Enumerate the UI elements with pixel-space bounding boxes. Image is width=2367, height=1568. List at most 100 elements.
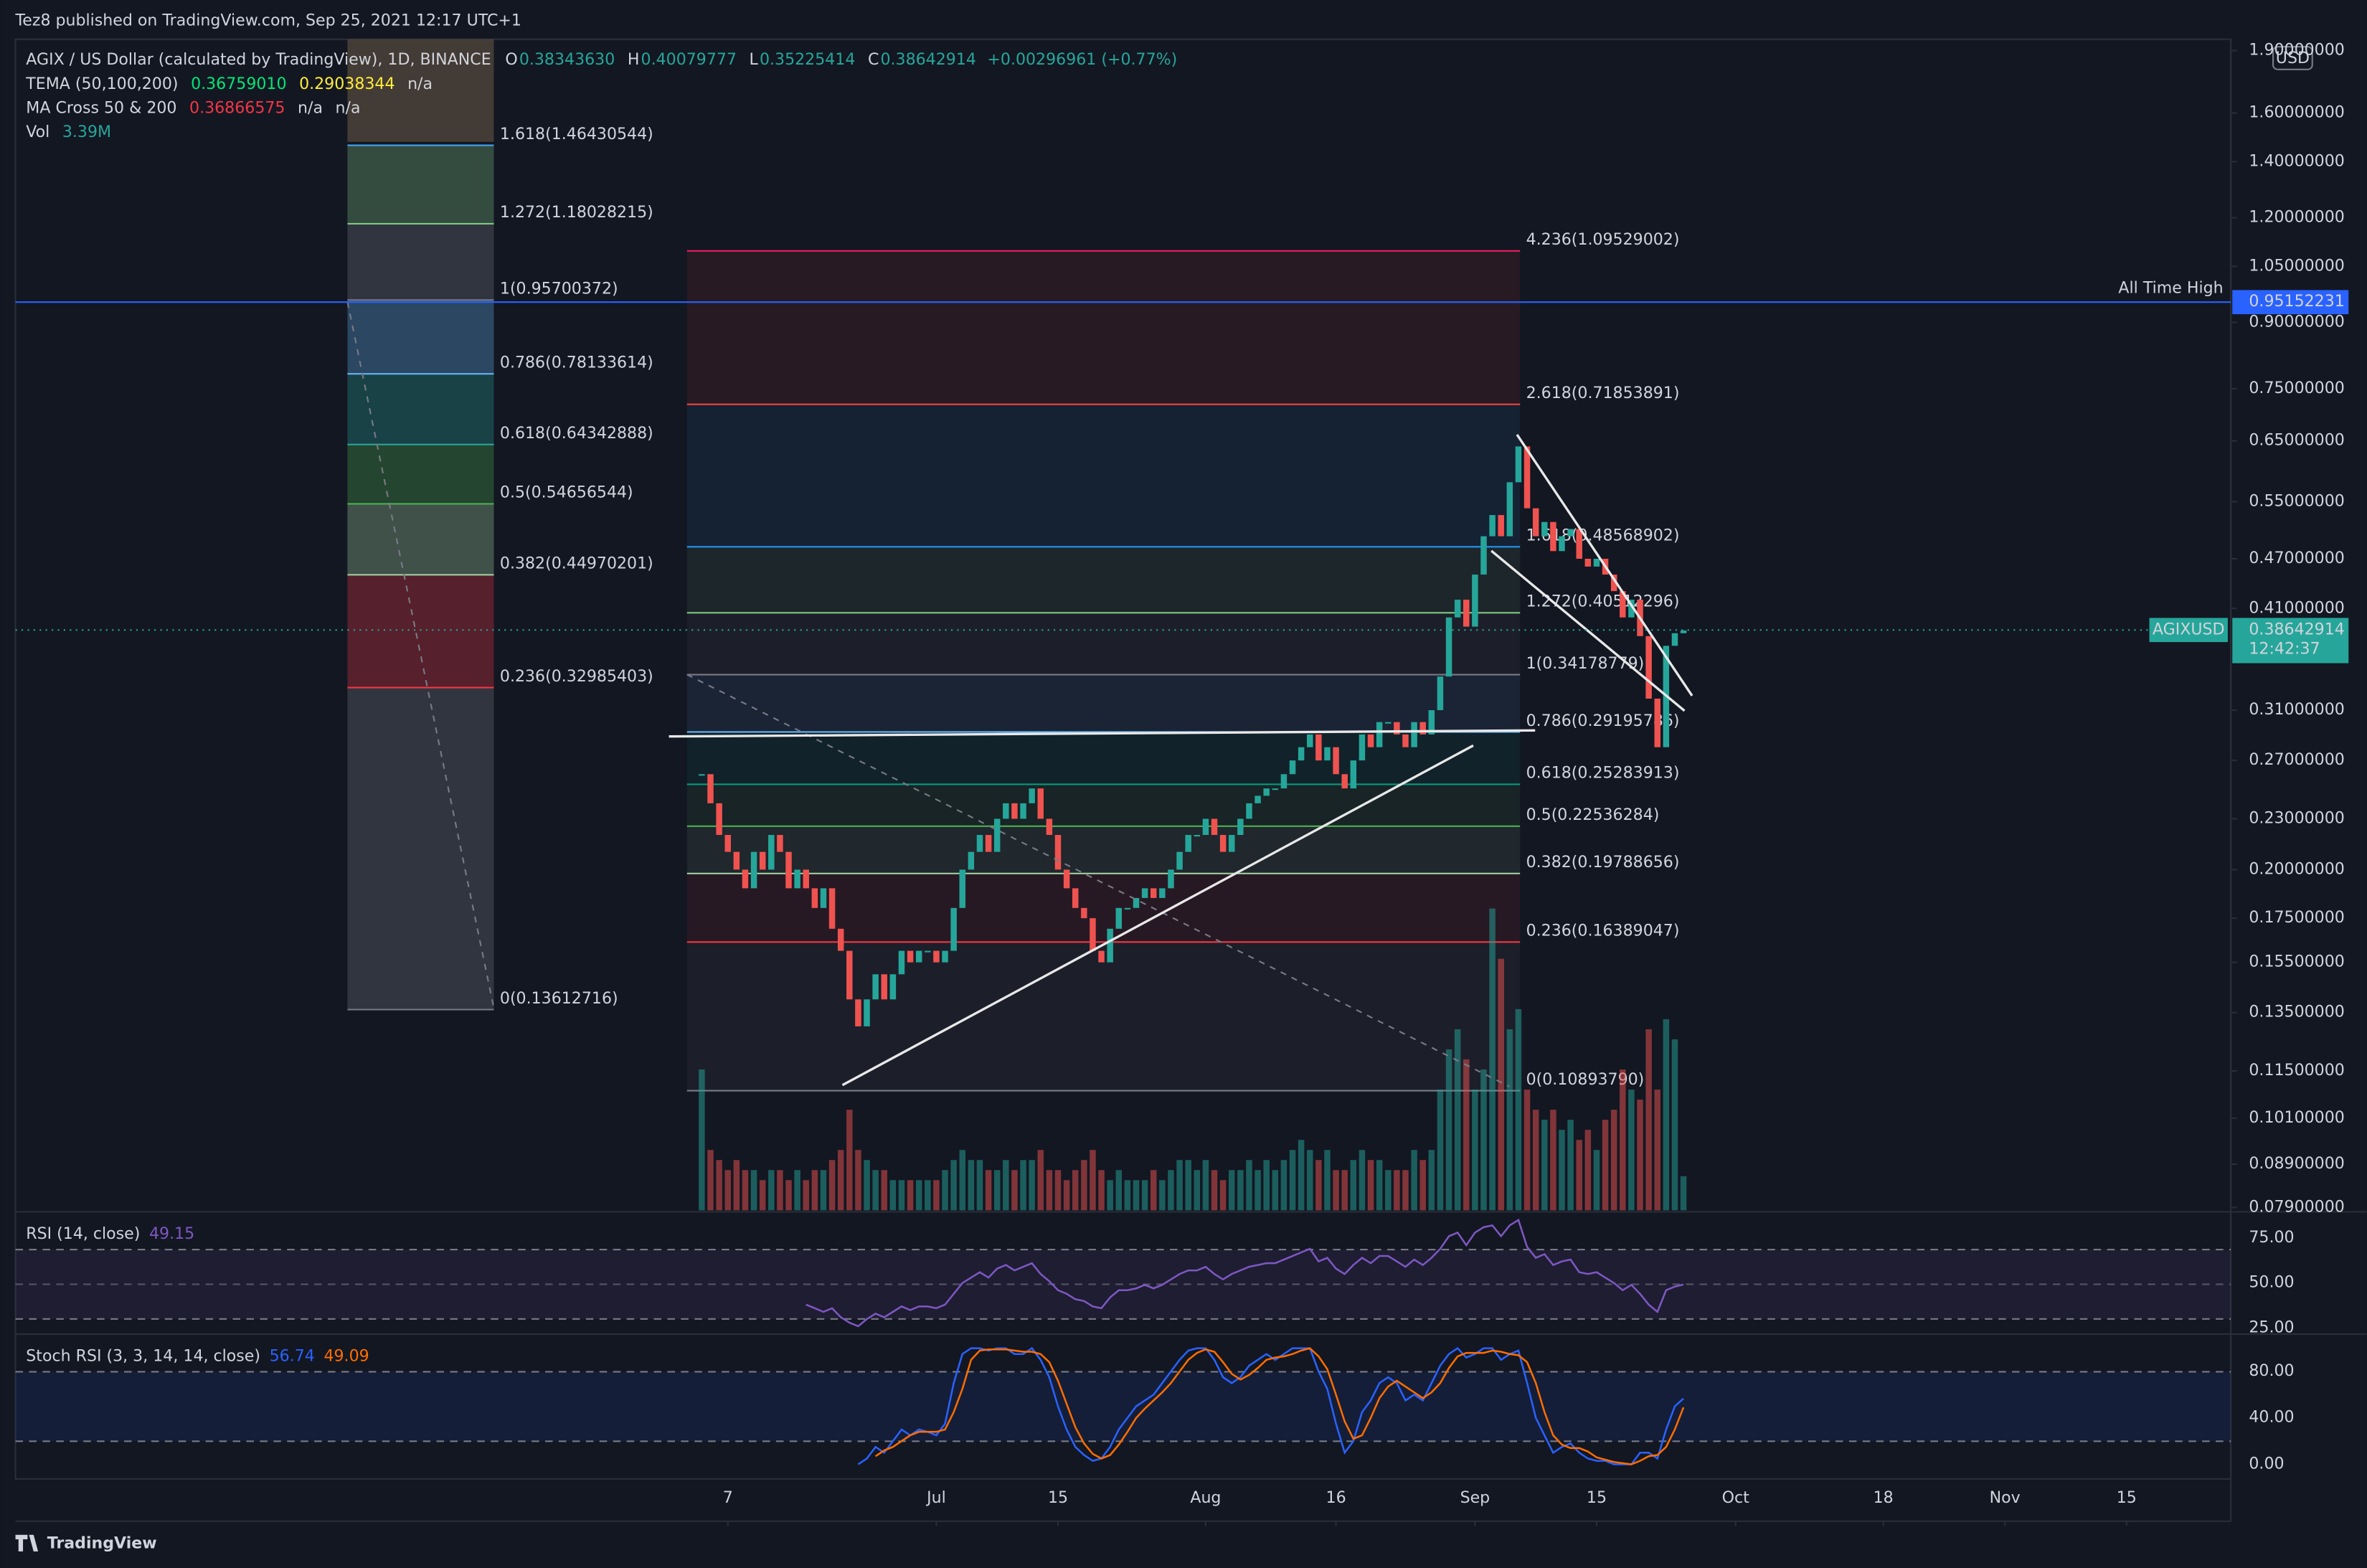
candle xyxy=(794,869,800,889)
x-tick-label: 7 xyxy=(723,1488,733,1507)
y-tick-label: 0.23000000 xyxy=(2249,808,2344,827)
volume-bar xyxy=(750,1170,757,1211)
volume-bar xyxy=(950,1160,957,1211)
volume-bar xyxy=(759,1180,766,1211)
volume-bar xyxy=(1506,1029,1513,1211)
volume-bar xyxy=(1072,1170,1079,1211)
candle xyxy=(1194,835,1201,837)
candle xyxy=(855,999,861,1026)
volume-bar xyxy=(1402,1170,1409,1211)
indicator-value: 0.36866575 xyxy=(189,98,285,117)
trend-line xyxy=(1490,549,1686,712)
currency-label: USD xyxy=(2276,49,2310,67)
candle xyxy=(959,869,966,908)
volume-bar xyxy=(1576,1140,1582,1211)
volume-bar xyxy=(846,1110,853,1211)
fib-band xyxy=(347,575,494,688)
candle xyxy=(1411,722,1417,747)
volume-bar xyxy=(777,1170,783,1211)
candle xyxy=(1385,722,1392,724)
volume-bar xyxy=(1098,1170,1105,1211)
volume-bar xyxy=(1168,1170,1174,1211)
y-tick-label: 0.27000000 xyxy=(2249,750,2344,769)
rsi-value: 49.15 xyxy=(149,1224,194,1243)
fib-label: 4.236(1.09529002) xyxy=(1526,230,1680,249)
candle xyxy=(1428,710,1435,735)
candle xyxy=(750,851,757,889)
candle xyxy=(1229,835,1235,852)
indicator-value: n/a xyxy=(298,98,323,117)
volume-bar xyxy=(898,1180,905,1211)
volume-bar xyxy=(1541,1120,1548,1211)
fib-label: 0(0.10893790) xyxy=(1526,1070,1645,1089)
candle xyxy=(811,888,818,908)
volume-bar xyxy=(1515,1009,1522,1211)
candle xyxy=(1515,446,1522,483)
fib-label: 1.272(0.40512296) xyxy=(1526,592,1680,611)
candle xyxy=(733,851,740,870)
indicator-name: TEMA (50,100,200) xyxy=(25,75,178,93)
volume-bar xyxy=(968,1160,975,1211)
volume-bar xyxy=(1237,1170,1244,1211)
volume-bar xyxy=(837,1150,844,1211)
fib-label: 1(0.34178779) xyxy=(1526,654,1645,673)
volume-bar xyxy=(933,1180,940,1211)
volume-bar xyxy=(1472,1090,1478,1211)
volume-bar xyxy=(1020,1160,1026,1211)
candle xyxy=(1333,747,1339,775)
indicator-value: n/a xyxy=(336,98,361,117)
fib-band xyxy=(347,300,494,374)
candle xyxy=(1402,734,1409,747)
volume-bar xyxy=(1315,1160,1322,1211)
y-tick-label: 0.90000000 xyxy=(2249,312,2344,331)
candle xyxy=(1124,907,1131,910)
y-tick-label: 0.65000000 xyxy=(2249,431,2344,450)
volume-bar xyxy=(1107,1180,1113,1211)
volume-bar xyxy=(1550,1110,1556,1211)
candle xyxy=(942,950,948,963)
legend: AGIX / US Dollar (calculated by TradingV… xyxy=(25,50,1177,141)
volume-bar xyxy=(1341,1170,1348,1211)
volume-bar xyxy=(699,1069,705,1211)
candle xyxy=(1107,928,1113,963)
ath-label: All Time High xyxy=(2118,278,2223,297)
stoch-tick-label: 80.00 xyxy=(2249,1361,2294,1380)
x-tick-label: 18 xyxy=(1874,1488,1894,1507)
candle xyxy=(872,974,879,1000)
candle xyxy=(759,851,766,870)
volume-bar xyxy=(828,1160,836,1211)
candle xyxy=(907,950,914,963)
publish-note: Tez8 published on TradingView.com, Sep 2… xyxy=(15,11,521,29)
volume-bar xyxy=(1620,1069,1626,1211)
volume-bar xyxy=(794,1170,800,1211)
fib-label: 0.786(0.78133614) xyxy=(500,353,653,372)
volume-bar xyxy=(811,1170,818,1211)
candle xyxy=(1054,835,1062,870)
currency-badge[interactable] xyxy=(2272,46,2313,70)
volume-bar xyxy=(1081,1160,1087,1211)
candle xyxy=(1498,515,1504,537)
candle xyxy=(1046,818,1053,836)
candle xyxy=(1011,803,1018,819)
y-tick-label: 0.31000000 xyxy=(2249,700,2344,719)
candle xyxy=(950,907,957,951)
symbol-label: AGIXUSD xyxy=(2153,620,2225,638)
last-price-label: 0.38642914 xyxy=(2249,620,2344,638)
volume-bar xyxy=(872,1170,879,1211)
volume-bar xyxy=(716,1160,722,1211)
stoch-band xyxy=(15,1371,2231,1442)
candle xyxy=(1645,636,1652,699)
candle xyxy=(1559,536,1565,552)
candle xyxy=(1341,774,1348,789)
stoch-d-value: 49.09 xyxy=(323,1346,369,1365)
candle xyxy=(742,869,749,889)
candle xyxy=(1298,747,1305,761)
candle xyxy=(1307,734,1313,747)
indicator-value: 0.36759010 xyxy=(191,75,286,93)
volume-bar xyxy=(1063,1180,1070,1211)
candle xyxy=(1472,575,1478,627)
candle xyxy=(1029,788,1035,803)
candle xyxy=(1506,482,1513,537)
volume-bar xyxy=(1124,1180,1131,1211)
